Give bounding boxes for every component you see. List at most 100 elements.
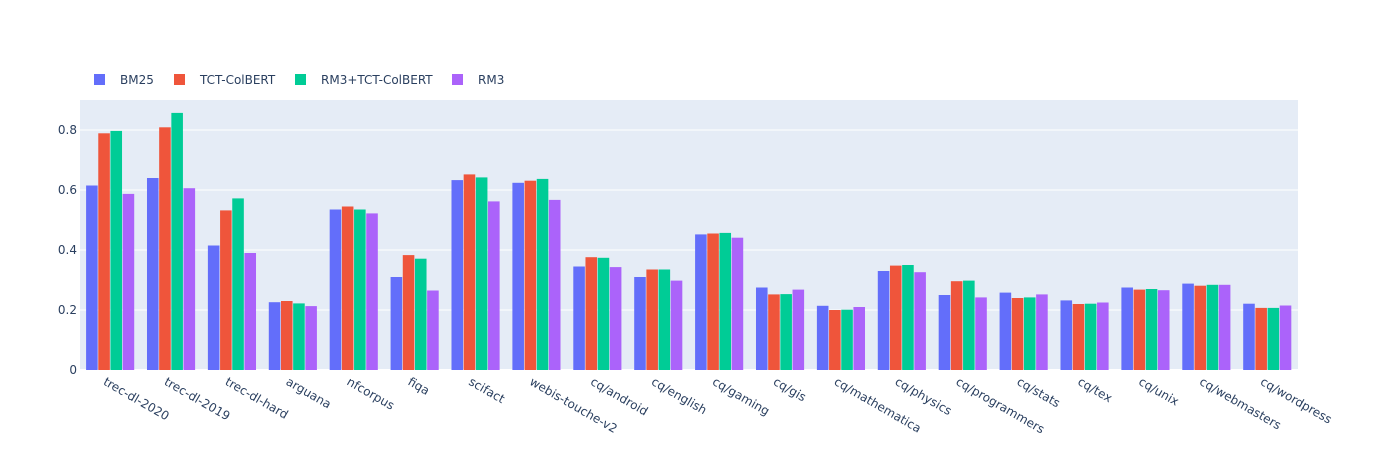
y-tick-label: 0.6 [58, 183, 77, 197]
bar-rm3-tct-colbert-fiqa[interactable] [414, 258, 427, 370]
bar-bm25-cq-stats[interactable] [999, 292, 1012, 370]
x-tick-label: cq/stats [1014, 374, 1062, 410]
bar-rm3-arguana[interactable] [305, 306, 317, 370]
bar-bm25-cq-webmasters[interactable] [1182, 283, 1194, 370]
bar-rm3-cq-unix[interactable] [1157, 290, 1170, 370]
bar-tct-colbert-trec-dl-hard[interactable] [220, 210, 232, 370]
bar-rm3-tct-colbert-cq-english[interactable] [658, 269, 671, 371]
bar-bm25-cq-unix[interactable] [1121, 287, 1133, 371]
bar-tct-colbert-fiqa[interactable] [402, 255, 415, 370]
bar-tct-colbert-cq-gaming[interactable] [707, 233, 719, 371]
bar-rm3-cq-webmasters[interactable] [1218, 284, 1231, 370]
bar-tct-colbert-cq-gis[interactable] [768, 294, 780, 370]
bar-rm3-nfcorpus[interactable] [366, 213, 378, 370]
x-tick-label: cq/english [649, 374, 709, 417]
bar-rm3-tct-colbert-cq-gaming[interactable] [719, 232, 732, 370]
bar-bm25-cq-wordpress[interactable] [1243, 303, 1255, 370]
bar-bm25-cq-gis[interactable] [755, 287, 768, 371]
bar-bm25-fiqa[interactable] [390, 277, 403, 370]
bar-tct-colbert-cq-wordpress[interactable] [1255, 307, 1267, 370]
y-tick-label: 0.2 [58, 303, 77, 317]
legend-swatch [174, 74, 185, 85]
bar-rm3-tct-colbert-trec-dl-2020[interactable] [110, 130, 123, 370]
x-tick-label: trec-dl-hard [223, 374, 291, 421]
bar-rm3-trec-dl-2019[interactable] [183, 188, 196, 370]
x-tick-label: trec-dl-2019 [162, 374, 233, 423]
bar-rm3-tct-colbert-cq-android[interactable] [597, 257, 610, 370]
bar-rm3-tct-colbert-trec-dl-2019[interactable] [171, 112, 183, 371]
bar-tct-colbert-webis-touche-v2[interactable] [524, 180, 537, 370]
x-tick-label: cq/gis [771, 374, 809, 404]
legend-label: TCT-ColBERT [199, 73, 276, 87]
bar-rm3-tct-colbert-cq-programmers[interactable] [963, 280, 975, 370]
bar-rm3-cq-physics[interactable] [914, 272, 926, 370]
bar-rm3-cq-programmers[interactable] [975, 297, 987, 370]
bar-rm3-cq-stats[interactable] [1036, 294, 1048, 370]
bar-rm3-cq-gis[interactable] [792, 289, 805, 370]
bar-tct-colbert-trec-dl-2020[interactable] [98, 133, 110, 370]
bar-tct-colbert-cq-android[interactable] [585, 257, 598, 370]
legend[interactable]: BM25 TCT-ColBERT RM3+TCT-ColBERT RM3 [94, 73, 504, 87]
bar-rm3-cq-english[interactable] [670, 280, 683, 370]
bar-rm3-scifact[interactable] [488, 201, 500, 370]
bar-bm25-scifact[interactable] [451, 180, 464, 370]
legend-item-tct-colbert[interactable]: TCT-ColBERT [174, 73, 276, 87]
bar-bm25-trec-dl-2019[interactable] [146, 178, 159, 370]
bar-bm25-arguana[interactable] [268, 302, 281, 370]
bar-bm25-cq-tex[interactable] [1060, 300, 1073, 370]
bar-tct-colbert-cq-programmers[interactable] [950, 281, 963, 370]
bar-tct-colbert-trec-dl-2019[interactable] [159, 127, 171, 370]
bar-rm3-cq-gaming[interactable] [731, 237, 744, 370]
plot-area [80, 100, 1298, 370]
bar-rm3-tct-colbert-cq-gis[interactable] [780, 294, 792, 370]
bar-rm3-tct-colbert-cq-mathematica[interactable] [841, 309, 853, 370]
bar-rm3-tct-colbert-cq-stats[interactable] [1023, 297, 1036, 370]
bar-tct-colbert-scifact[interactable] [463, 174, 476, 370]
bar-tct-colbert-cq-unix[interactable] [1133, 289, 1146, 370]
bar-rm3-tct-colbert-cq-unix[interactable] [1145, 289, 1158, 370]
bar-rm3-trec-dl-2020[interactable] [122, 193, 135, 370]
bar-bm25-trec-dl-2020[interactable] [86, 185, 98, 371]
legend-item-rm3-tct-colbert[interactable]: RM3+TCT-ColBERT [295, 73, 433, 87]
bar-rm3-tct-colbert-webis-touche-v2[interactable] [536, 178, 549, 370]
bar-tct-colbert-cq-stats[interactable] [1011, 298, 1024, 370]
bar-bm25-trec-dl-hard[interactable] [207, 245, 220, 371]
bar-bm25-nfcorpus[interactable] [329, 209, 342, 371]
bar-rm3-tct-colbert-nfcorpus[interactable] [354, 209, 366, 371]
bar-bm25-cq-english[interactable] [634, 277, 646, 370]
bar-rm3-tct-colbert-cq-physics[interactable] [902, 265, 914, 370]
bar-rm3-tct-colbert-cq-wordpress[interactable] [1267, 307, 1280, 370]
bar-tct-colbert-cq-english[interactable] [646, 269, 658, 371]
bar-tct-colbert-cq-tex[interactable] [1072, 304, 1085, 370]
bar-rm3-fiqa[interactable] [427, 290, 439, 371]
bar-rm3-tct-colbert-arguana[interactable] [293, 303, 305, 370]
legend-item-bm25[interactable]: BM25 [94, 73, 154, 87]
y-tick-label: 0.8 [58, 123, 77, 137]
legend-item-rm3[interactable]: RM3 [452, 73, 504, 87]
bar-rm3-webis-touche-v2[interactable] [548, 199, 561, 370]
bar-tct-colbert-arguana[interactable] [280, 301, 293, 370]
legend-swatch [452, 74, 463, 85]
bar-bm25-cq-programmers[interactable] [938, 295, 951, 370]
bar-bm25-cq-android[interactable] [573, 266, 585, 371]
bar-tct-colbert-cq-mathematica[interactable] [829, 310, 841, 370]
bar-rm3-tct-colbert-trec-dl-hard[interactable] [232, 198, 244, 370]
bar-bm25-webis-touche-v2[interactable] [512, 182, 524, 370]
bar-rm3-cq-wordpress[interactable] [1279, 305, 1292, 371]
bar-tct-colbert-cq-webmasters[interactable] [1194, 285, 1207, 370]
bar-rm3-tct-colbert-cq-tex[interactable] [1084, 303, 1097, 370]
bar-rm3-cq-android[interactable] [609, 267, 622, 370]
bar-rm3-cq-mathematica[interactable] [853, 307, 866, 370]
bar-tct-colbert-cq-physics[interactable] [889, 265, 902, 370]
bar-tct-colbert-nfcorpus[interactable] [341, 206, 354, 371]
bar-rm3-tct-colbert-scifact[interactable] [475, 177, 488, 370]
bar-rm3-trec-dl-hard[interactable] [244, 253, 257, 370]
bar-rm3-tct-colbert-cq-webmasters[interactable] [1206, 284, 1219, 370]
bar-bm25-cq-physics[interactable] [877, 271, 890, 370]
bar-rm3-cq-tex[interactable] [1097, 302, 1109, 371]
bar-bm25-cq-mathematica[interactable] [816, 305, 829, 370]
legend-label: BM25 [120, 73, 154, 87]
bars [86, 112, 1292, 371]
bar-bm25-cq-gaming[interactable] [695, 234, 707, 370]
y-axis-ticks: 0 0.2 0.4 0.6 0.8 [58, 123, 77, 377]
